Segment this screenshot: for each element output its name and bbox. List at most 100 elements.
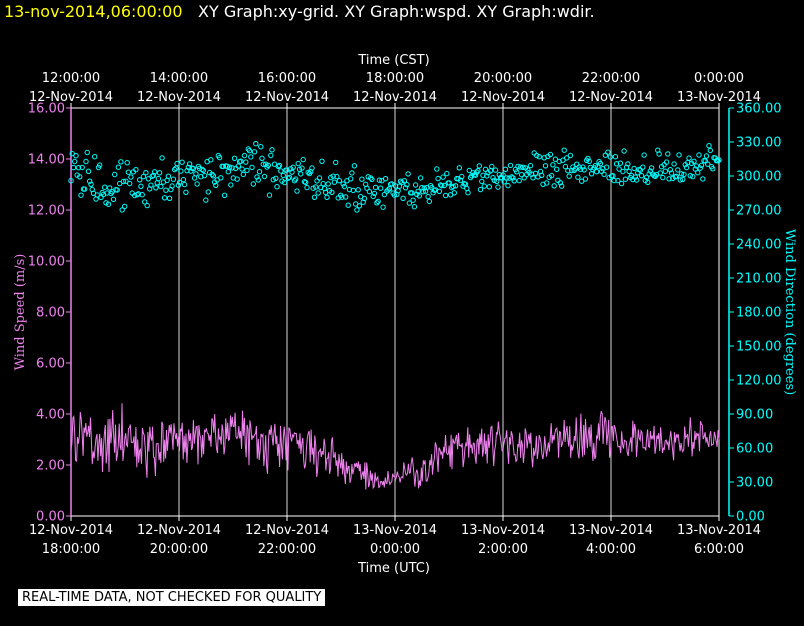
wind-direction-point (369, 176, 375, 183)
wind-direction-point (354, 207, 360, 213)
wind-direction-point (290, 164, 296, 171)
wind-direction-point (331, 179, 338, 185)
wind-direction-point (582, 176, 589, 182)
wind-direction-point (144, 202, 150, 209)
wind-direction-point (241, 152, 248, 159)
right-tick-label: 210.00 (736, 272, 782, 287)
wind-direction-point (255, 177, 261, 183)
wind-direction-point (184, 168, 190, 174)
wind-direction-point (593, 169, 600, 175)
wind-direction-point (505, 182, 511, 189)
wind-direction-point (343, 194, 349, 200)
wind-direction-point (459, 173, 465, 180)
wind-direction-point (484, 173, 490, 179)
wind-direction-point (441, 182, 447, 189)
wind-direction-point (133, 167, 139, 173)
wind-direction-point (84, 149, 90, 156)
wind-direction-point (289, 169, 295, 175)
wind-direction-point (616, 166, 622, 172)
wind-direction-point (261, 173, 268, 180)
wind-direction-point (145, 176, 152, 182)
wind-direction-point (588, 171, 595, 177)
wind-direction-point (707, 147, 713, 154)
wind-direction-point (134, 192, 140, 198)
wind-direction-point (281, 179, 288, 186)
wind-direction-point (300, 156, 306, 163)
wind-direction-point (156, 170, 163, 176)
left-tick-label: 14.00 (28, 153, 65, 168)
wind-direction-point (686, 155, 692, 161)
wind-direction-point (205, 189, 212, 195)
wind-direction-point (489, 163, 495, 170)
wind-direction-point (690, 173, 696, 180)
top-axis-title: Time (CST) (357, 53, 429, 68)
bottom-tick-date: 12-Nov-2014 (245, 523, 329, 538)
left-tick-label: 10.00 (28, 255, 65, 270)
wind-direction-point (199, 166, 205, 173)
wind-direction-point (324, 194, 330, 201)
wind-direction-point (539, 172, 545, 179)
wind-direction-point (155, 175, 162, 182)
wind-direction-point (316, 175, 323, 181)
wind-direction-point (482, 166, 489, 173)
wind-direction-point (716, 157, 722, 163)
wind-direction-point (479, 178, 485, 185)
wind-direction-point (268, 152, 274, 159)
wind-direction-point (174, 160, 180, 167)
wind-direction-point (260, 161, 266, 167)
wind-direction-point (610, 173, 616, 179)
wind-direction-point (490, 175, 496, 181)
wind-direction-point (107, 185, 113, 191)
wind-direction-point (138, 183, 144, 190)
wind-direction-point (68, 178, 74, 184)
wind-direction-point (640, 164, 646, 170)
wind-direction-point (112, 171, 118, 178)
wind-direction-point (114, 187, 120, 193)
wind-direction-point (314, 178, 320, 184)
wind-direction-point (660, 174, 666, 181)
top-tick-date: 12-Nov-2014 (569, 90, 653, 105)
wind-direction-point (632, 174, 638, 180)
wind-direction-point (251, 149, 258, 155)
wind-direction-point (356, 203, 363, 209)
wind-direction-point (293, 176, 299, 182)
right-tick-label: 180.00 (736, 306, 782, 321)
wind-direction-point (372, 184, 379, 191)
wind-direction-point (258, 144, 264, 150)
wind-direction-point (585, 155, 591, 162)
wind-direction-point (676, 152, 682, 158)
wind-direction-point (646, 171, 652, 177)
wind-direction-point (574, 161, 580, 167)
wind-direction-point (451, 190, 457, 196)
wind-direction-point (631, 165, 637, 172)
wind-direction-point (333, 159, 339, 166)
wind-direction-point (605, 149, 611, 155)
left-tick-label: 4.00 (36, 408, 65, 423)
wind-direction-point (98, 194, 104, 201)
top-tick-time: 22:00:00 (582, 71, 640, 86)
wind-direction-point (193, 171, 199, 177)
wind-direction-point (491, 177, 497, 184)
wind-direction-point (492, 167, 499, 173)
wind-direction-point (465, 190, 471, 196)
wind-direction-point (426, 198, 432, 205)
wind-direction-point (391, 192, 398, 198)
top-tick-date: 12-Nov-2014 (137, 90, 221, 105)
wind-direction-point (119, 207, 125, 213)
wind-direction-point (280, 172, 286, 179)
wind-direction-point (339, 194, 345, 200)
wind-direction-point (239, 166, 245, 172)
wind-direction-point (477, 186, 484, 193)
wind-direction-point (421, 185, 427, 191)
wind-direction-point (171, 166, 178, 173)
bottom-tick-time: 4:00:00 (586, 542, 636, 557)
wind-direction-point (229, 165, 235, 171)
wind-direction-point (486, 184, 492, 190)
wind-direction-point (425, 193, 431, 200)
wind-direction-point (380, 204, 386, 210)
wind-direction-point (530, 175, 536, 181)
top-tick-time: 0:00:00 (694, 71, 744, 86)
wind-direction-point (364, 185, 370, 191)
wind-direction-point (320, 181, 326, 187)
wind-direction-point (501, 179, 507, 185)
